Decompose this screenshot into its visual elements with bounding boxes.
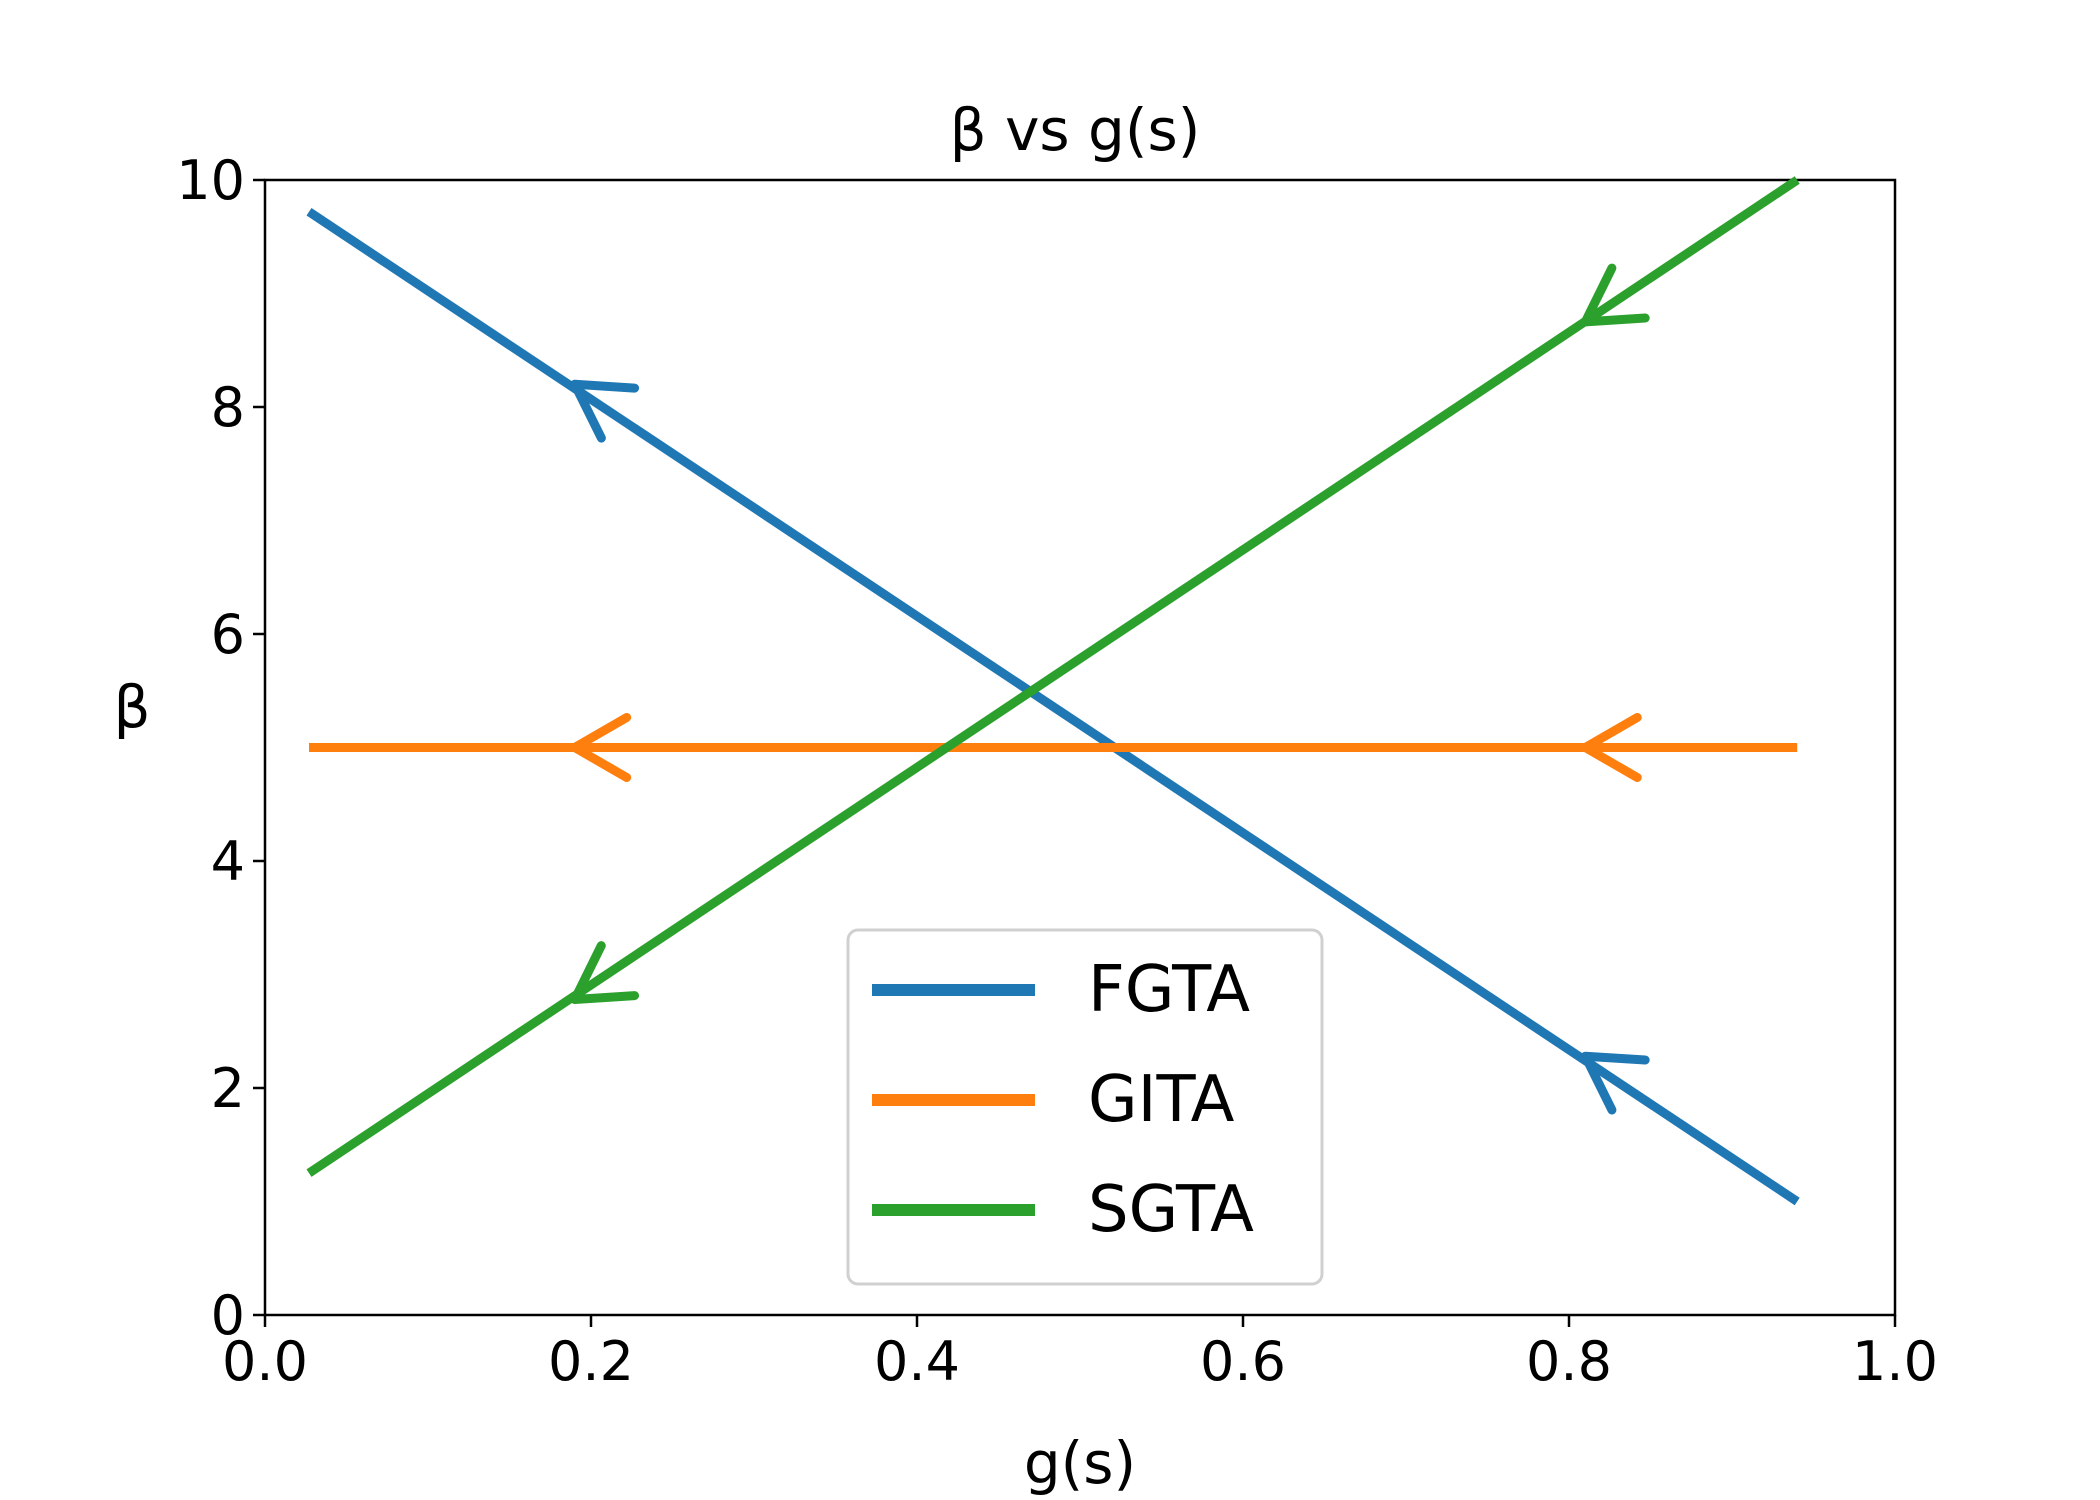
x-tick-label: 0.2 bbox=[548, 1330, 634, 1393]
y-axis: 0 2 4 6 8 10 bbox=[176, 149, 265, 1347]
legend-label-fgta: FGTA bbox=[1088, 953, 1250, 1027]
arrow-marker-fgta bbox=[1580, 1051, 1650, 1115]
legend-label-gita: GITA bbox=[1088, 1063, 1235, 1137]
x-tick-label: 0.0 bbox=[222, 1330, 308, 1393]
series-line-fgta bbox=[306, 208, 1800, 1206]
y-tick-label: 10 bbox=[176, 149, 245, 212]
legend: FGTA GITA SGTA bbox=[846, 928, 1324, 1286]
y-axis-label: β bbox=[113, 673, 150, 741]
plot-area bbox=[263, 178, 1897, 1317]
x-tick-label: 0.6 bbox=[1200, 1330, 1286, 1393]
y-tick-label: 4 bbox=[211, 830, 245, 893]
series-line-sgta bbox=[306, 176, 1800, 1177]
legend-frame bbox=[846, 928, 1324, 1286]
x-tick-label: 0.8 bbox=[1526, 1330, 1612, 1393]
y-tick-label: 0 bbox=[211, 1284, 245, 1347]
arrow-marker-fgta bbox=[570, 379, 640, 443]
x-axis: 0.0 0.2 0.4 0.6 0.8 1.0 bbox=[222, 1315, 1938, 1393]
y-tick-label: 6 bbox=[211, 603, 245, 666]
y-tick-label: 8 bbox=[211, 376, 245, 439]
x-axis-label: g(s) bbox=[1024, 1429, 1136, 1497]
arrow-marker-sgta bbox=[570, 941, 640, 1004]
legend-label-sgta: SGTA bbox=[1088, 1173, 1254, 1247]
y-tick-label: 2 bbox=[211, 1057, 245, 1120]
arrow-marker-gita bbox=[570, 713, 632, 782]
arrow-marker-sgta bbox=[1580, 263, 1650, 327]
chart-title: β vs g(s) bbox=[950, 96, 1201, 164]
x-tick-label: 1.0 bbox=[1852, 1330, 1938, 1393]
arrow-marker-gita bbox=[1580, 713, 1642, 782]
x-tick-label: 0.4 bbox=[874, 1330, 960, 1393]
series-layer bbox=[306, 176, 1800, 1206]
